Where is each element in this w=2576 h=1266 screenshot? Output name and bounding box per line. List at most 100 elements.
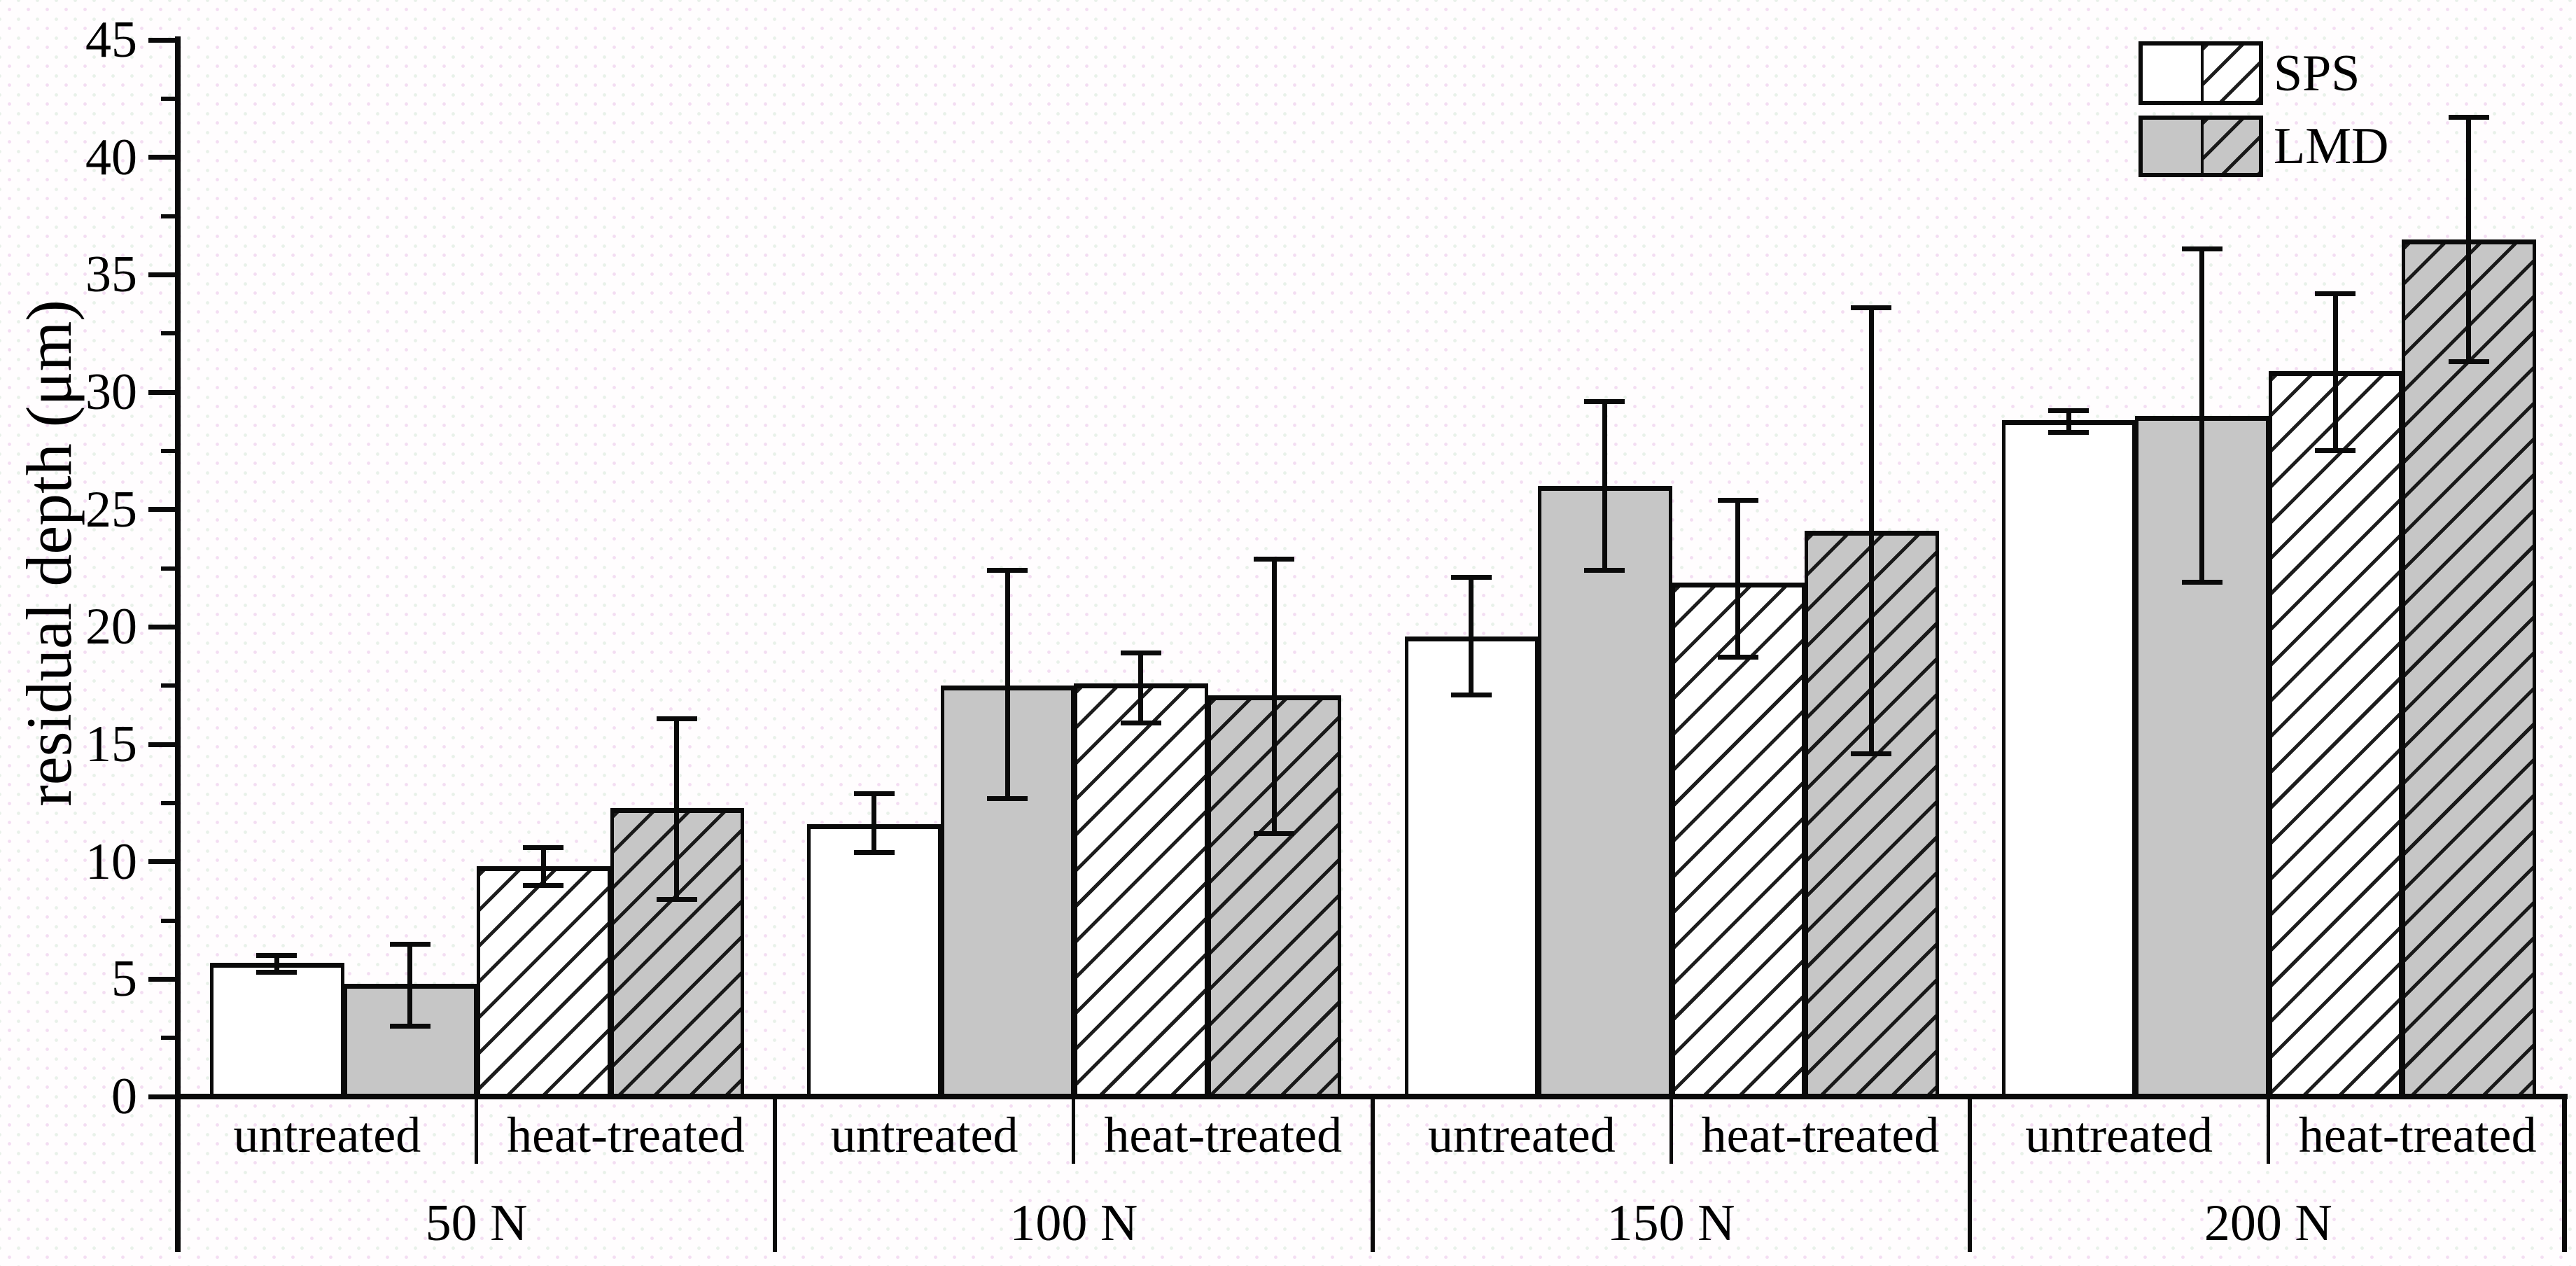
- y-minor-tick: [161, 683, 175, 688]
- error-bar-cap-top: [389, 941, 430, 947]
- y-tick-label: 20: [85, 598, 137, 656]
- error-bar-line: [2332, 293, 2338, 451]
- error-bar-cap-bottom: [2315, 448, 2356, 454]
- group-label-150N: 150 N: [1606, 1195, 1735, 1252]
- bar-sps-untreated: [807, 824, 941, 1099]
- y-tick-label: 25: [85, 480, 137, 538]
- x-section-label-heat-treated: heat-treated: [2298, 1107, 2537, 1163]
- error-bar-cap-top: [1450, 575, 1492, 580]
- bar-sps-untreated: [2001, 420, 2136, 1099]
- error-bar-line: [674, 718, 680, 900]
- group-label-200N: 200 N: [2204, 1195, 2332, 1252]
- bar-sps-untreated: [1404, 636, 1539, 1099]
- error-bar-cap-top: [2448, 115, 2489, 120]
- error-bar-cap-bottom: [256, 969, 298, 975]
- error-bar-line: [1004, 570, 1010, 799]
- legend-label-lmd: LMD: [2274, 118, 2389, 175]
- error-bar-cap-top: [1717, 497, 1758, 503]
- error-bar-line: [540, 847, 546, 886]
- error-bar-cap-top: [2181, 246, 2222, 252]
- y-major-tick: [148, 624, 175, 629]
- y-minor-tick: [161, 566, 175, 571]
- error-bar-cap-bottom: [656, 896, 697, 902]
- bar-lmd-untreated: [1538, 486, 1672, 1099]
- error-bar-cap-bottom: [523, 882, 564, 888]
- error-bar-cap-top: [656, 716, 697, 721]
- error-bar-cap-top: [1851, 305, 1892, 310]
- group-separator: [773, 1097, 778, 1252]
- error-bar-line: [1735, 500, 1741, 658]
- bar-lmd-heat-treated: [1805, 530, 1939, 1099]
- y-tick-label: 30: [85, 363, 137, 422]
- bar-lmd-heat-treated: [2402, 239, 2536, 1099]
- error-bar-cap-top: [987, 568, 1028, 573]
- error-bar-cap-bottom: [1450, 693, 1492, 698]
- error-bar-cap-bottom: [2181, 580, 2222, 585]
- error-bar-cap-top: [2315, 291, 2356, 296]
- legend-swatch-hatched-half: [2201, 120, 2259, 173]
- y-major-tick: [148, 742, 175, 747]
- error-bar-line: [2066, 410, 2071, 433]
- x-section-label-heat-treated: heat-treated: [1701, 1107, 1940, 1163]
- x-section-label-heat-treated: heat-treated: [1104, 1107, 1343, 1163]
- legend-swatch-sps: [2138, 41, 2263, 105]
- error-bar-cap-bottom: [1851, 751, 1892, 756]
- y-major-tick: [148, 507, 175, 513]
- error-bar-line: [1469, 577, 1474, 695]
- error-bar-cap-bottom: [2448, 359, 2489, 364]
- x-section-label-heat-treated: heat-treated: [507, 1107, 745, 1163]
- y-tick-label: 15: [85, 716, 137, 774]
- section-separator: [1072, 1097, 1076, 1164]
- error-bar-line: [872, 793, 876, 853]
- y-minor-tick: [161, 918, 175, 923]
- y-minor-tick: [161, 448, 175, 453]
- y-tick-label: 35: [85, 246, 137, 304]
- legend-swatch-lmd: [2138, 116, 2263, 177]
- group-separator: [1967, 1097, 1972, 1252]
- group-table-right-border: [2562, 1094, 2567, 1252]
- group-label-50N: 50 N: [425, 1195, 528, 1252]
- x-section-label-untreated: untreated: [1427, 1107, 1616, 1163]
- section-separator: [1669, 1097, 1673, 1164]
- error-bar-cap-top: [1254, 556, 1294, 562]
- y-tick-label: 0: [111, 1068, 137, 1125]
- group-separator: [1370, 1097, 1375, 1252]
- error-bar-cap-top: [2048, 408, 2089, 414]
- y-major-tick: [148, 1094, 175, 1099]
- bar-sps-heat-treated: [477, 866, 611, 1099]
- x-axis-baseline: [175, 1094, 2568, 1099]
- bar-sps-untreated: [210, 962, 344, 1099]
- bar-lmd-untreated: [2135, 415, 2269, 1099]
- y-tick-label: 10: [85, 833, 137, 891]
- error-bar-cap-top: [256, 953, 298, 959]
- error-bar-line: [2199, 249, 2204, 583]
- y-minor-tick: [161, 1036, 175, 1041]
- error-bar-line: [274, 955, 279, 973]
- error-bar-cap-bottom: [1717, 655, 1758, 660]
- y-major-tick: [148, 859, 175, 865]
- error-bar-line: [2466, 117, 2471, 362]
- error-bar-cap-bottom: [1584, 568, 1625, 573]
- error-bar-cap-bottom: [853, 849, 895, 855]
- x-section-label-untreated: untreated: [233, 1107, 421, 1163]
- section-separator: [2266, 1097, 2270, 1164]
- bar-sps-heat-treated: [2268, 370, 2403, 1099]
- legend-label-sps: SPS: [2274, 44, 2360, 102]
- error-bar-cap-bottom: [389, 1023, 430, 1029]
- y-tick-label: 45: [85, 11, 137, 69]
- error-bar-line: [1602, 401, 1607, 571]
- y-tick-label: 5: [111, 950, 137, 1008]
- error-bar-cap-top: [1120, 650, 1161, 655]
- y-minor-tick: [161, 214, 175, 218]
- y-axis-line: [175, 36, 181, 1252]
- y-major-tick: [148, 389, 175, 395]
- error-bar-line: [1271, 559, 1277, 834]
- x-section-label-untreated: untreated: [2025, 1107, 2213, 1163]
- y-minor-tick: [161, 800, 175, 805]
- error-bar-cap-bottom: [2048, 429, 2089, 435]
- section-separator: [475, 1097, 479, 1164]
- y-minor-tick: [161, 96, 175, 101]
- group-label-100N: 100 N: [1009, 1195, 1138, 1252]
- error-bar-cap-bottom: [1120, 721, 1161, 726]
- legend-swatch-hatched-half: [2201, 46, 2259, 101]
